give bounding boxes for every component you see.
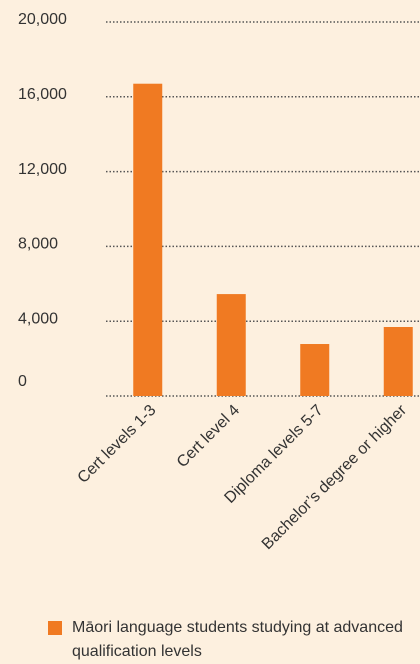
y-tick-label: 8,000 (18, 236, 58, 253)
y-tick-label: 12,000 (18, 161, 67, 178)
x-tick-label: Bachelor’s degree or higher (259, 401, 411, 553)
legend-label: Māori language students studying at adva… (72, 619, 403, 660)
y-tick-label: 0 (18, 373, 27, 390)
y-tick-label: 16,000 (18, 86, 67, 103)
x-tick-label: Cert level 4 (174, 402, 243, 471)
legend-swatch (48, 621, 62, 635)
bar (133, 83, 163, 397)
y-tick-label: 4,000 (18, 310, 58, 327)
bar (383, 326, 413, 396)
y-tick-label: 20,000 (18, 11, 67, 28)
bar (300, 344, 330, 396)
x-tick-label: Cert levels 1-3 (75, 402, 160, 487)
legend: Māori language students studying at adva… (48, 616, 408, 664)
chart: 0 4,000 8,000 12,000 16,000 20,000 Cert levels… (18, 11, 420, 553)
bar (216, 294, 246, 396)
